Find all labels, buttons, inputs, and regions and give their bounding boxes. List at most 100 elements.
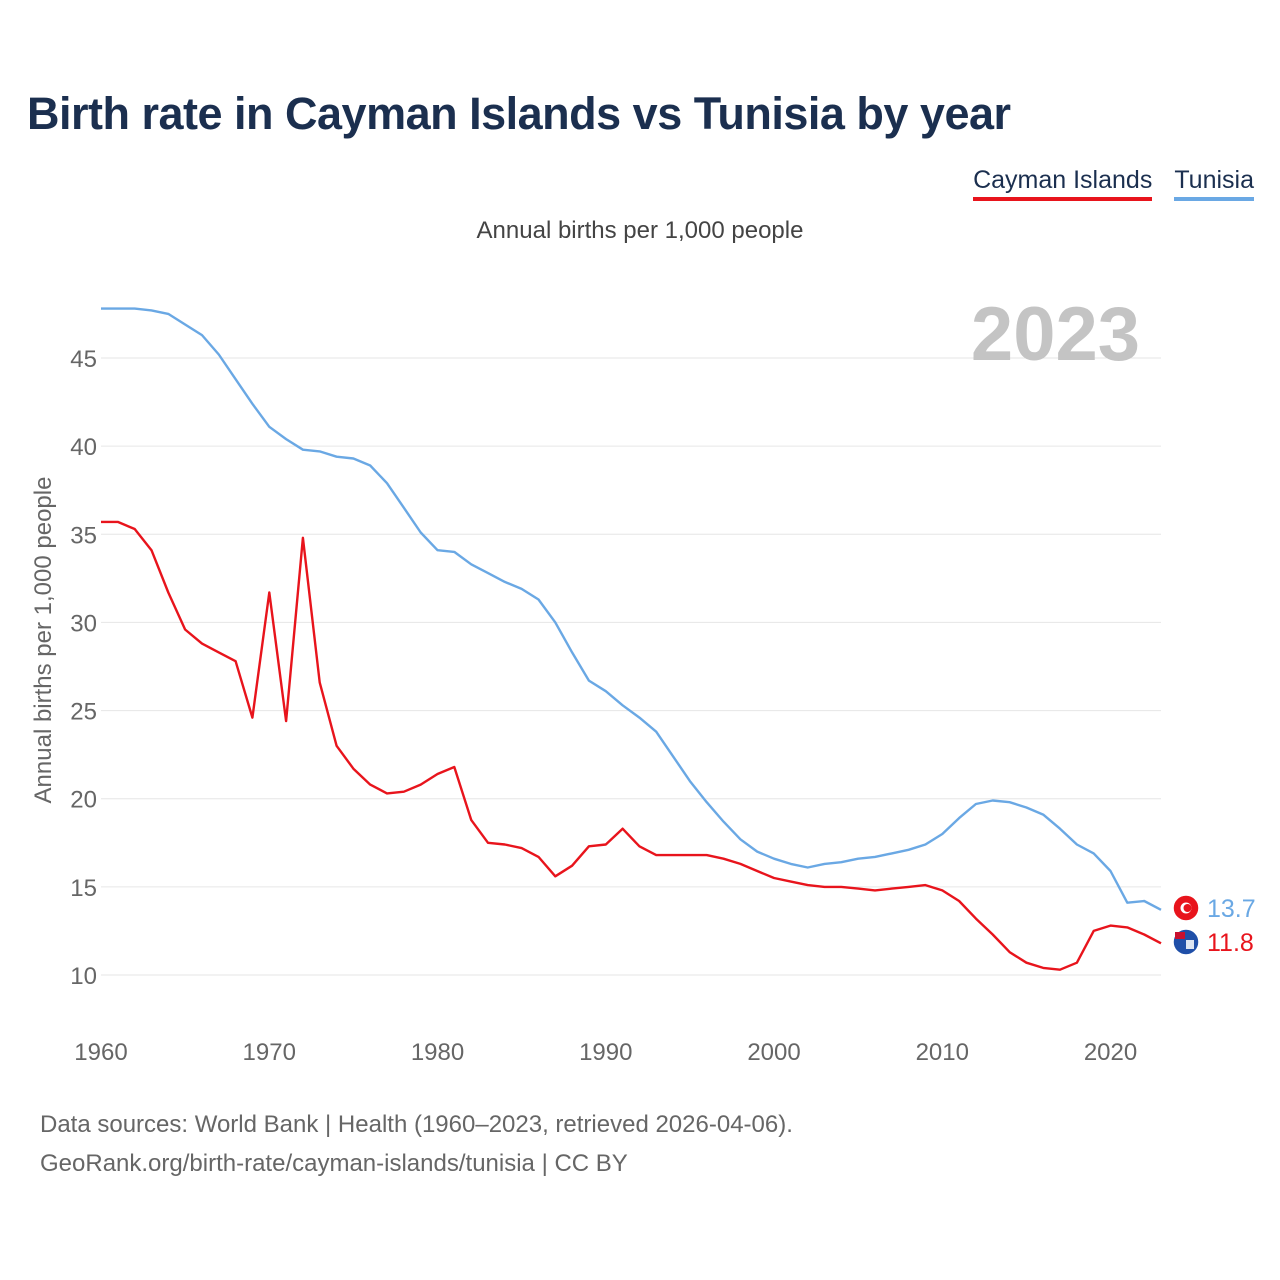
data-point-cayman-islands[interactable] (1074, 960, 1080, 966)
data-point-tunisia[interactable] (939, 831, 945, 837)
data-point-cayman-islands[interactable] (300, 535, 306, 541)
data-point-tunisia[interactable] (1108, 868, 1114, 874)
data-point-cayman-islands[interactable] (1023, 960, 1029, 966)
data-point-cayman-islands[interactable] (653, 852, 659, 858)
data-point-cayman-islands[interactable] (384, 790, 390, 796)
data-point-tunisia[interactable] (182, 322, 188, 328)
data-point-tunisia[interactable] (855, 856, 861, 862)
data-point-cayman-islands[interactable] (1091, 928, 1097, 934)
data-point-tunisia[interactable] (603, 688, 609, 694)
data-point-cayman-islands[interactable] (502, 842, 508, 848)
data-point-tunisia[interactable] (249, 401, 255, 407)
source-line-2[interactable]: GeoRank.org/birth-rate/cayman-islands/tu… (40, 1150, 628, 1177)
data-point-cayman-islands[interactable] (418, 782, 424, 788)
data-point-cayman-islands[interactable] (737, 861, 743, 867)
data-point-tunisia[interactable] (552, 619, 558, 625)
data-point-cayman-islands[interactable] (1124, 924, 1130, 930)
data-point-tunisia[interactable] (620, 702, 626, 708)
data-point-cayman-islands[interactable] (990, 931, 996, 937)
data-point-cayman-islands[interactable] (855, 886, 861, 892)
data-point-tunisia[interactable] (233, 376, 239, 382)
data-point-cayman-islands[interactable] (485, 840, 491, 846)
data-point-cayman-islands[interactable] (821, 884, 827, 890)
data-point-tunisia[interactable] (367, 463, 373, 469)
data-point-tunisia[interactable] (1023, 805, 1029, 811)
data-point-tunisia[interactable] (973, 801, 979, 807)
data-point-cayman-islands[interactable] (216, 649, 222, 655)
data-point-cayman-islands[interactable] (182, 626, 188, 632)
data-point-tunisia[interactable] (906, 847, 912, 853)
data-point-tunisia[interactable] (485, 570, 491, 576)
data-point-cayman-islands[interactable] (1141, 931, 1147, 937)
data-point-tunisia[interactable] (334, 454, 340, 460)
data-point-tunisia[interactable] (199, 332, 205, 338)
data-point-cayman-islands[interactable] (922, 882, 928, 888)
data-point-tunisia[interactable] (384, 480, 390, 486)
data-point-tunisia[interactable] (1074, 842, 1080, 848)
data-point-tunisia[interactable] (266, 424, 272, 430)
data-point-tunisia[interactable] (569, 649, 575, 655)
data-point-cayman-islands[interactable] (872, 887, 878, 893)
data-point-cayman-islands[interactable] (603, 842, 609, 848)
data-point-cayman-islands[interactable] (670, 852, 676, 858)
data-point-cayman-islands[interactable] (435, 771, 441, 777)
data-point-tunisia[interactable] (317, 448, 323, 454)
data-point-tunisia[interactable] (1091, 850, 1097, 856)
data-point-tunisia[interactable] (1158, 907, 1164, 913)
data-point-tunisia[interactable] (435, 547, 441, 553)
data-point-tunisia[interactable] (687, 778, 693, 784)
data-point-tunisia[interactable] (132, 306, 138, 312)
data-point-tunisia[interactable] (872, 854, 878, 860)
data-point-tunisia[interactable] (636, 715, 642, 721)
data-point-tunisia[interactable] (418, 530, 424, 536)
data-point-tunisia[interactable] (165, 311, 171, 317)
data-point-tunisia[interactable] (889, 850, 895, 856)
data-point-cayman-islands[interactable] (906, 884, 912, 890)
series-line-cayman-islands[interactable] (101, 520, 1162, 971)
data-point-tunisia[interactable] (451, 549, 457, 555)
data-point-tunisia[interactable] (468, 561, 474, 567)
data-point-cayman-islands[interactable] (1158, 940, 1164, 946)
data-point-cayman-islands[interactable] (401, 789, 407, 795)
data-point-cayman-islands[interactable] (620, 826, 626, 832)
data-point-cayman-islands[interactable] (519, 845, 525, 851)
data-point-cayman-islands[interactable] (535, 854, 541, 860)
data-point-cayman-islands[interactable] (115, 519, 121, 525)
data-point-cayman-islands[interactable] (636, 843, 642, 849)
data-point-tunisia[interactable] (821, 861, 827, 867)
data-point-cayman-islands[interactable] (973, 916, 979, 922)
data-point-cayman-islands[interactable] (468, 817, 474, 823)
data-point-cayman-islands[interactable] (165, 589, 171, 595)
data-point-tunisia[interactable] (1057, 826, 1063, 832)
data-point-tunisia[interactable] (98, 306, 104, 312)
data-point-cayman-islands[interactable] (367, 782, 373, 788)
data-point-cayman-islands[interactable] (317, 679, 323, 685)
data-point-tunisia[interactable] (721, 819, 727, 825)
data-point-cayman-islands[interactable] (838, 884, 844, 890)
data-point-cayman-islands[interactable] (350, 766, 356, 772)
legend-item-cayman-islands[interactable]: Cayman Islands (973, 166, 1153, 201)
data-point-cayman-islands[interactable] (1057, 967, 1063, 973)
data-point-cayman-islands[interactable] (1007, 949, 1013, 955)
data-point-tunisia[interactable] (519, 586, 525, 592)
data-point-cayman-islands[interactable] (956, 898, 962, 904)
data-point-tunisia[interactable] (922, 842, 928, 848)
data-point-tunisia[interactable] (754, 849, 760, 855)
data-point-cayman-islands[interactable] (1108, 923, 1114, 929)
data-point-cayman-islands[interactable] (586, 843, 592, 849)
data-point-tunisia[interactable] (788, 861, 794, 867)
data-point-cayman-islands[interactable] (148, 547, 154, 553)
data-point-cayman-islands[interactable] (283, 718, 289, 724)
data-point-cayman-islands[interactable] (249, 715, 255, 721)
data-point-cayman-islands[interactable] (132, 526, 138, 532)
data-point-cayman-islands[interactable] (552, 873, 558, 879)
data-point-tunisia[interactable] (535, 597, 541, 603)
data-point-cayman-islands[interactable] (687, 852, 693, 858)
data-point-tunisia[interactable] (283, 436, 289, 442)
data-point-tunisia[interactable] (502, 579, 508, 585)
legend-item-tunisia[interactable]: Tunisia (1174, 166, 1254, 201)
data-point-cayman-islands[interactable] (704, 852, 710, 858)
data-point-cayman-islands[interactable] (805, 882, 811, 888)
data-point-tunisia[interactable] (653, 729, 659, 735)
data-point-tunisia[interactable] (115, 306, 121, 312)
